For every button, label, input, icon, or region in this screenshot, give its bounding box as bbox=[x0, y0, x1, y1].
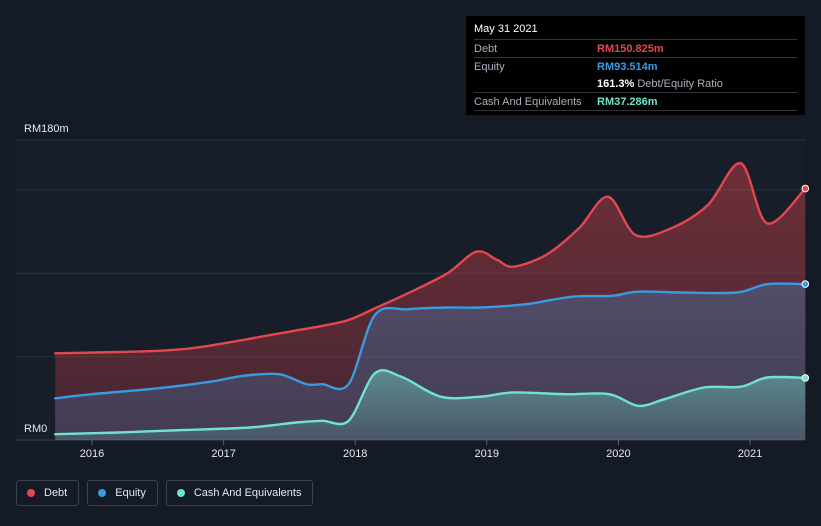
x-tick-label-2020: 2020 bbox=[606, 448, 630, 460]
series-areas bbox=[55, 163, 806, 440]
tooltip-cash-value: RM37.286m bbox=[597, 95, 658, 108]
legend-dot-debt-icon bbox=[27, 489, 35, 497]
tooltip-ratio-value: 161.3% bbox=[597, 77, 635, 90]
chart-legend: Debt Equity Cash And Equivalents bbox=[16, 480, 314, 506]
tooltip-ratio-label: Debt/Equity Ratio bbox=[637, 77, 723, 90]
debt-end-marker bbox=[801, 184, 810, 193]
x-tick-label-2016: 2016 bbox=[80, 448, 104, 460]
series-end-markers bbox=[801, 184, 810, 382]
legend-item-debt[interactable]: Debt bbox=[16, 480, 80, 506]
tooltip-debt-row: Debt RM150.825m bbox=[474, 39, 797, 57]
legend-label-cash: Cash And Equivalents bbox=[193, 487, 302, 499]
tooltip-equity-label: Equity bbox=[474, 60, 505, 73]
equity-end-marker bbox=[801, 280, 810, 288]
x-tick-label-2019: 2019 bbox=[475, 448, 499, 460]
data-tooltip: May 31 2021 Debt RM150.825m Equity RM93.… bbox=[466, 16, 805, 115]
tooltip-debt-value: RM150.825m bbox=[597, 42, 664, 55]
tooltip-ratio-row: 161.3% Debt/Equity Ratio bbox=[474, 75, 797, 92]
legend-label-debt: Debt bbox=[44, 487, 68, 499]
tooltip-cash-label: Cash And Equivalents bbox=[474, 95, 582, 108]
x-tick-label-2017: 2017 bbox=[211, 448, 235, 460]
equity-line bbox=[54, 282, 807, 400]
x-axis-ticks: 2016 2017 2018 2019 2020 2021 bbox=[80, 440, 762, 460]
tooltip-cash-row: Cash And Equivalents RM37.286m bbox=[474, 92, 797, 111]
x-tick-label-2021: 2021 bbox=[738, 448, 762, 460]
legend-dot-equity-icon bbox=[98, 489, 107, 497]
cash-line bbox=[54, 369, 807, 436]
series-lines bbox=[54, 162, 807, 436]
legend-label-equity: Equity bbox=[115, 487, 146, 499]
tooltip-date: May 31 2021 bbox=[474, 23, 538, 35]
tooltip-equity-row: Equity RM93.514m bbox=[474, 57, 797, 75]
cash-end-marker bbox=[801, 374, 810, 382]
tooltip-equity-value: RM93.514m bbox=[597, 60, 658, 73]
y-axis-bottom-label: RM0 bbox=[24, 423, 47, 435]
legend-item-cash[interactable]: Cash And Equivalents bbox=[165, 480, 314, 506]
cash-area bbox=[55, 370, 806, 440]
x-tick-label-2018: 2018 bbox=[343, 448, 367, 460]
legend-item-equity[interactable]: Equity bbox=[87, 480, 158, 506]
legend-dot-cash-icon bbox=[176, 489, 185, 497]
debt-line bbox=[54, 162, 807, 355]
y-axis-top-label: RM180m bbox=[24, 123, 69, 135]
tooltip-debt-label: Debt bbox=[474, 42, 498, 55]
